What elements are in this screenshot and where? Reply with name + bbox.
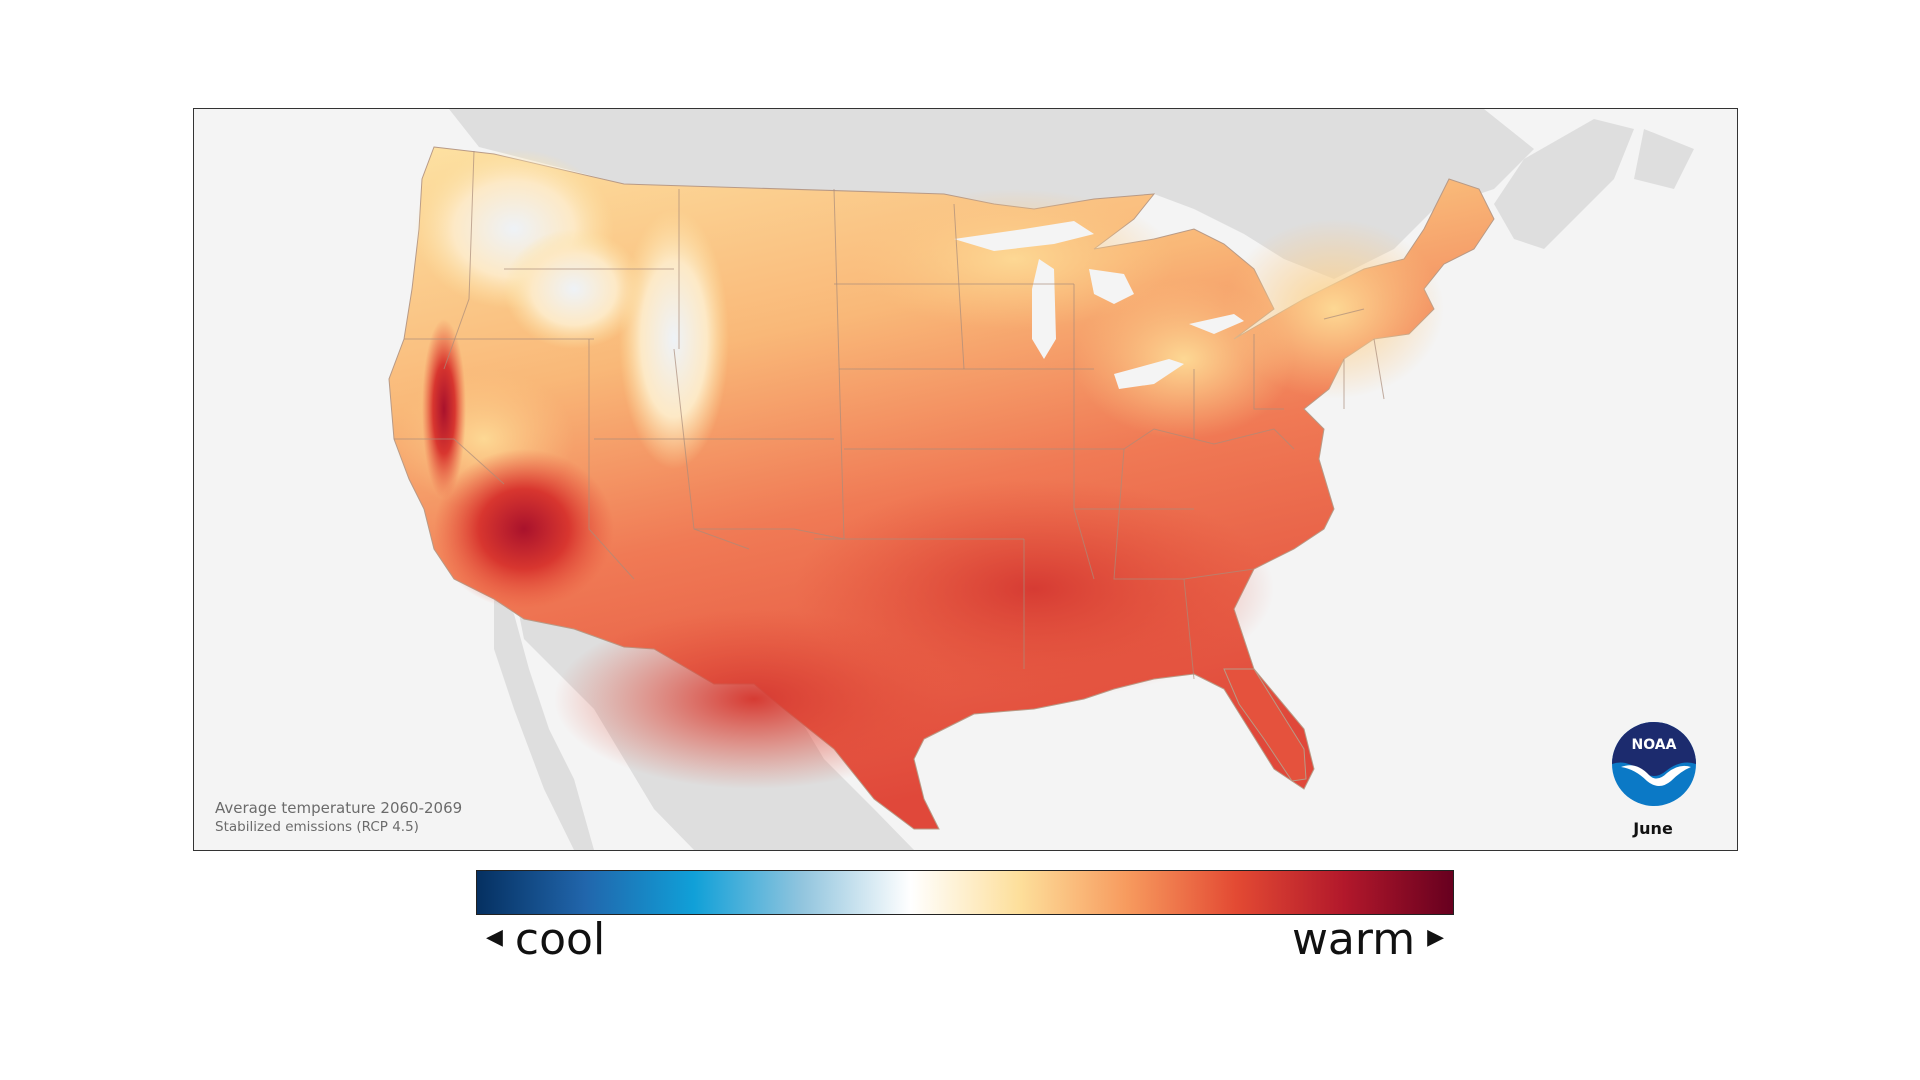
warm-scale-label: warm ▶ — [1292, 910, 1444, 972]
temperature-shading — [394, 149, 1444, 789]
state-borders — [394, 150, 1385, 680]
warm-label-text: warm — [1291, 914, 1416, 965]
logo-text: NOAA — [1632, 737, 1677, 753]
right-arrow-icon: ▶ — [1427, 925, 1444, 950]
caption-subtitle: Stabilized emissions (RCP 4.5) — [215, 819, 419, 835]
cool-label-text: cool — [514, 914, 606, 965]
temperature-colorbar — [476, 870, 1454, 915]
cool-scale-label: ◀ cool — [486, 910, 605, 972]
florida — [1223, 668, 1307, 782]
map-caption: Average temperature 2060-2069 Stabilized… — [215, 799, 462, 837]
left-arrow-icon: ◀ — [486, 925, 503, 950]
noaa-logo: NOAA — [1612, 722, 1696, 806]
month-label: June — [1633, 819, 1673, 838]
map-frame: Average temperature 2060-2069 Stabilized… — [193, 108, 1738, 851]
caption-title: Average temperature 2060-2069 — [215, 799, 463, 817]
temperature-map — [388, 109, 1694, 850]
